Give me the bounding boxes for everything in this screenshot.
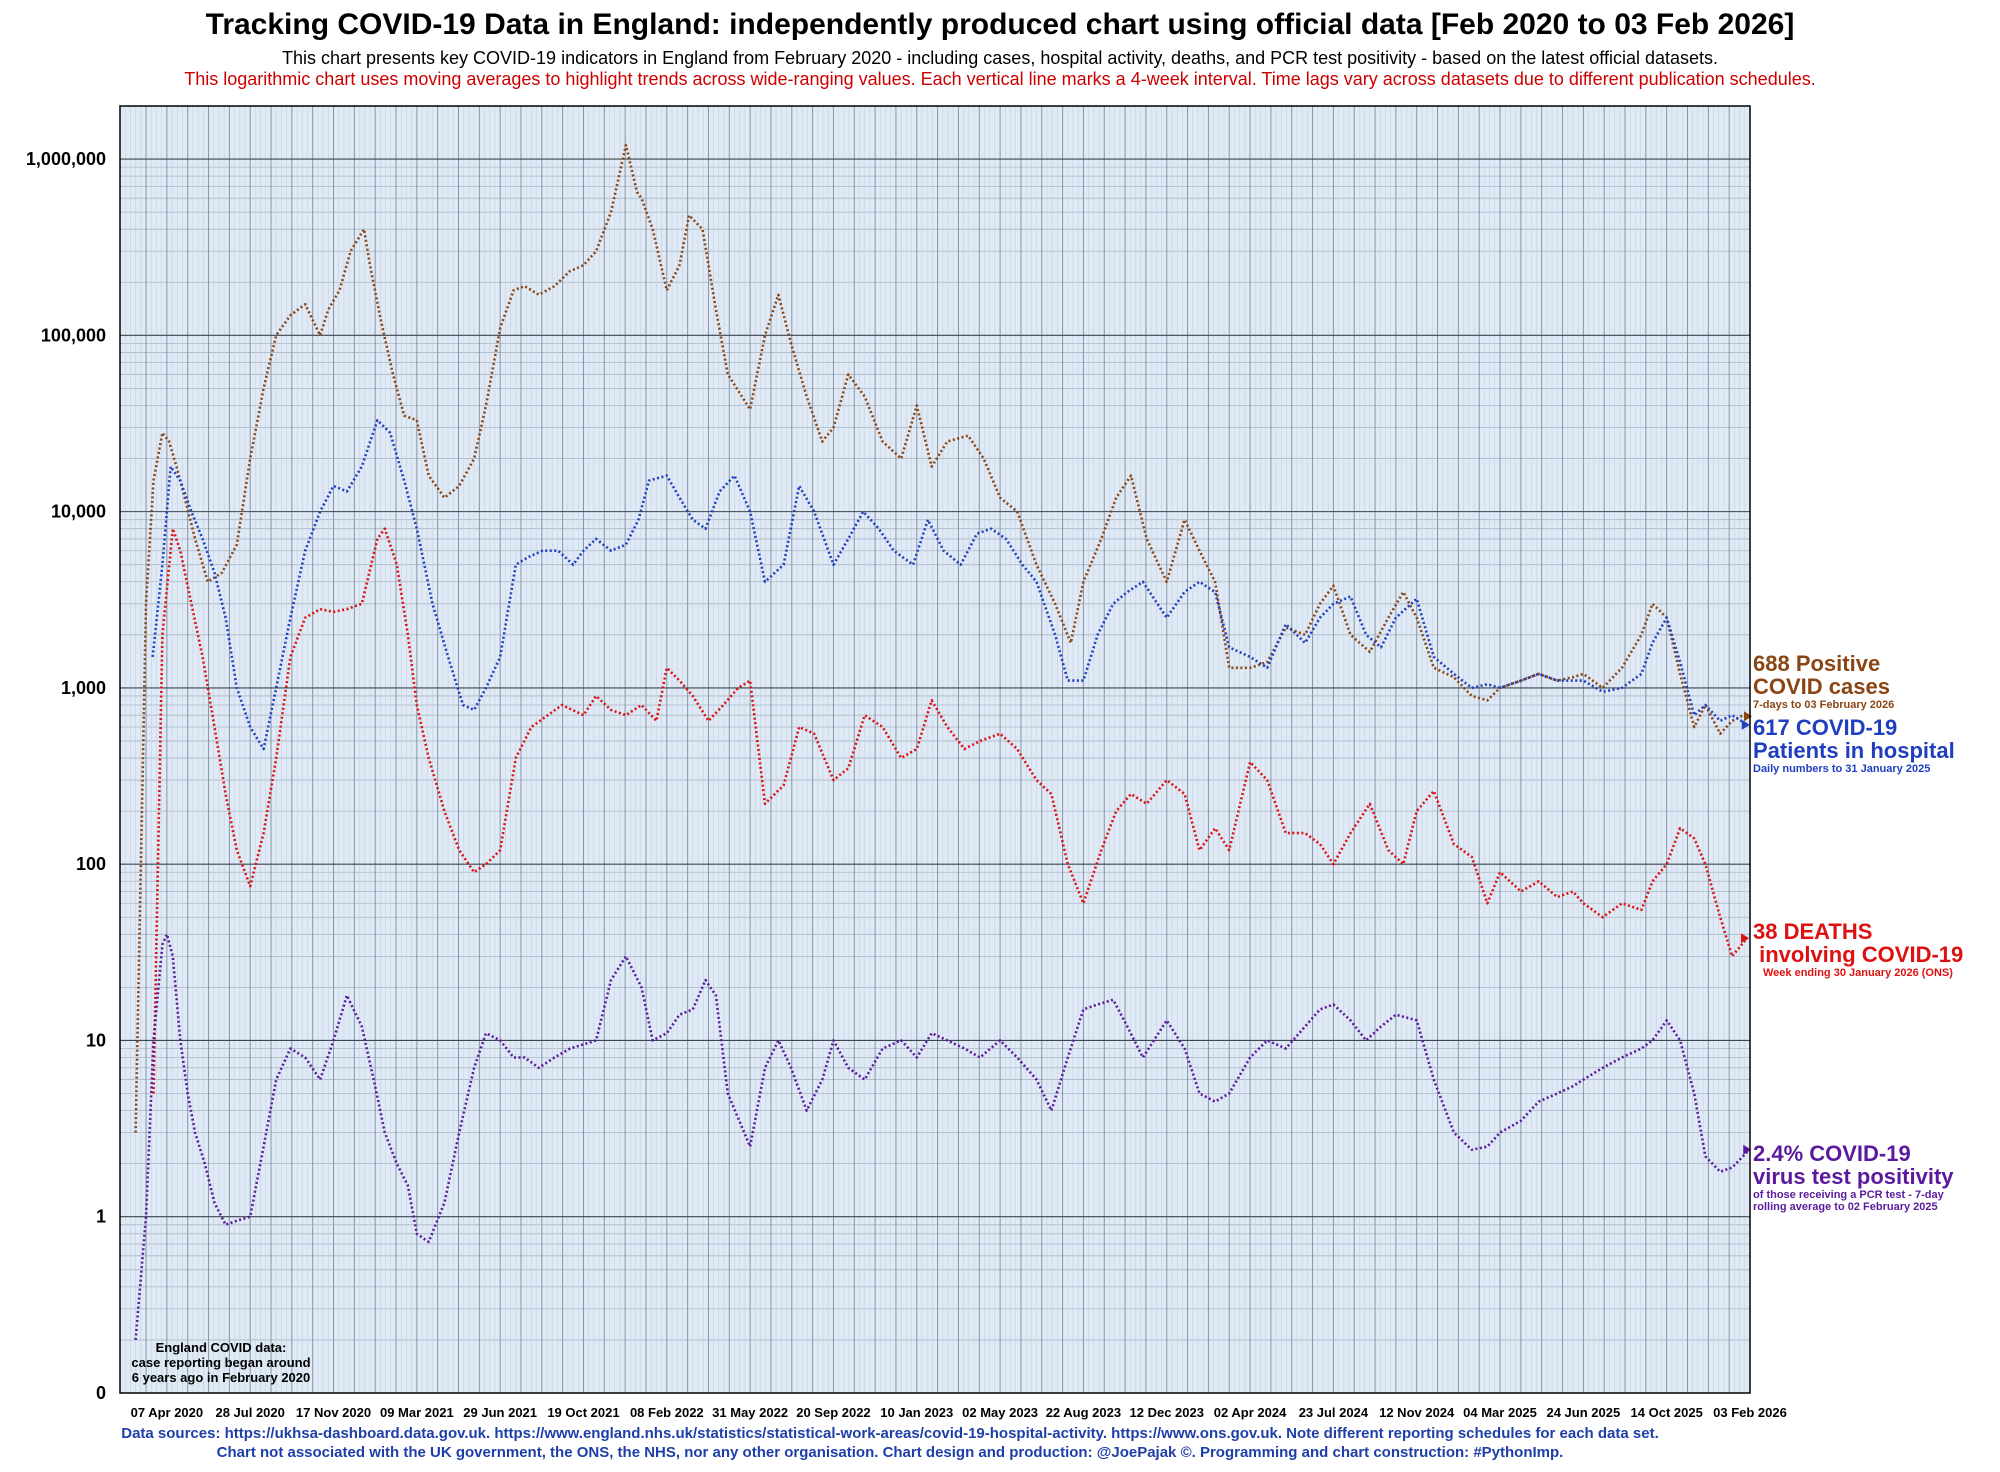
hospital-label-detail: Daily numbers to 31 January 2025 [1753,763,1931,776]
cases-label-line1: 688 Positive [1753,651,1881,676]
cases-label-line2: COVID cases [1753,674,1890,700]
positivity-label-detail1: of those receiving a PCR test - 7-day [1753,1189,1944,1202]
axes [119,105,1751,1394]
series-end-marker-3 [1743,1144,1752,1155]
x-tick-label: 23 Jul 2024 [1299,1405,1369,1420]
x-tick-label: 29 Jun 2021 [463,1405,537,1420]
deaths-label-line2: involving COVID-19 [1753,942,1964,968]
y-tick-label: 1,000 [61,678,106,698]
x-tick-label: 14 Oct 2025 [1631,1405,1703,1420]
cases-label-detail: 7-days to 03 February 2026 [1753,699,1895,712]
chart-subtitle-note: This logarithmic chart uses moving avera… [184,69,1816,89]
x-tick-label: 24 Jun 2025 [1546,1405,1620,1420]
x-tick-label: 02 May 2023 [962,1405,1038,1420]
y-tick-label: 100 [76,854,106,874]
deaths-label: 38 DEATHS involving COVID-19 Week ending… [1753,920,1963,980]
series-end-marker-1 [1741,719,1750,730]
x-tick-label: 20 Sep 2022 [796,1405,870,1420]
hospital-label-line1: 617 COVID-19 [1753,715,1898,740]
x-tick-label: 12 Nov 2024 [1379,1405,1455,1420]
y-tick-label: 0 [96,1383,106,1403]
positivity-label-detail2: rolling average to 02 February 2025 [1753,1200,1938,1213]
cases-label: 688 Positive COVID cases 7-days to 03 Fe… [1753,652,1894,712]
x-tick-label: 04 Mar 2025 [1463,1405,1537,1420]
x-tick-label: 02 Apr 2024 [1214,1405,1287,1420]
plot-frame [119,105,1751,1394]
y-tick-label: 10 [86,1030,106,1050]
deaths-label-detail: Week ending 30 January 2026 (ONS) [1763,967,1953,980]
positivity-label-line2: virus test positivity [1753,1164,1954,1190]
grid [120,105,1750,1394]
hospital-label-line2: Patients in hospital [1753,738,1955,764]
note-line: case reporting began around [131,1355,311,1370]
x-tick-label: 12 Dec 2023 [1130,1405,1204,1420]
x-tick-label: 19 Oct 2021 [547,1405,619,1420]
x-tick-label: 31 May 2022 [712,1405,788,1420]
positivity-label-line1: 2.4% COVID-19 [1753,1141,1911,1166]
x-tick-label: 03 Feb 2026 [1713,1405,1787,1420]
series-end-marker-0 [1744,711,1752,722]
series-group [134,143,1752,1341]
chart-subtitle: This chart presents key COVID-19 indicat… [281,48,1719,68]
footer-sources: Data sources: https://ukhsa-dashboard.da… [121,1425,1659,1442]
y-tick-label: 100,000 [41,325,106,345]
hospital-label: 617 COVID-19 Patients in hospital Daily … [1753,716,1955,776]
x-tick-label: 07 Apr 2020 [131,1405,204,1420]
chart-title: Tracking COVID-19 Data in England: indep… [205,8,1795,41]
footer-credits: Chart not associated with the UK governm… [216,1444,1564,1461]
y-tick-label: 1,000,000 [26,149,106,169]
data-start-note: England COVID data: case reporting began… [118,1340,324,1385]
y-tick-label: 10,000 [51,502,106,522]
y-tick-label: 1 [96,1207,106,1227]
plot-background [120,106,1750,1393]
series-line-3 [134,933,1751,1341]
x-tick-label: 22 Aug 2023 [1046,1405,1121,1420]
note-line: England COVID data: [155,1340,287,1355]
y-tick-labels: 0 1 10 100 1,000 10,000 100,000 1,000,000 [26,149,106,1403]
series-line-0 [134,143,1751,1133]
x-tick-label: 10 Jan 2023 [880,1405,953,1420]
x-tick-label: 09 Mar 2021 [380,1405,454,1420]
x-tick-label: 08 Feb 2022 [630,1405,704,1420]
deaths-label-line1: 38 DEATHS [1753,919,1873,944]
x-tick-label: 17 Nov 2020 [296,1405,371,1420]
x-tick-labels: 07 Apr 2020 28 Jul 2020 17 Nov 2020 09 Mar … [131,1405,1787,1420]
positivity-label: 2.4% COVID-19 virus test positivity of t… [1753,1142,1954,1213]
series-end-marker-2 [1741,933,1750,944]
x-tick-label: 28 Jul 2020 [215,1405,284,1420]
note-line: 6 years ago in February 2020 [131,1370,311,1385]
